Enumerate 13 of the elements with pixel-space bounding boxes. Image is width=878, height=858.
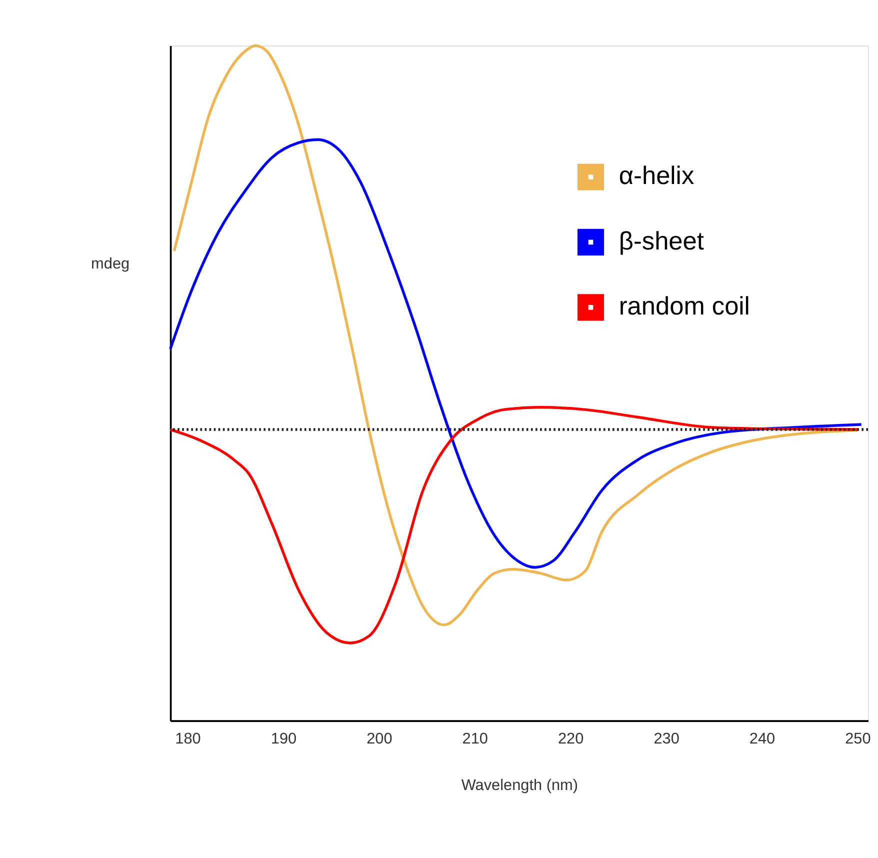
x-tick-label: 200 [366,730,392,748]
x-tick-label: 250 [845,730,871,748]
x-tick-label: 230 [654,730,680,748]
legend-label: α-helix [618,162,694,190]
x-tick-label: 220 [558,730,584,748]
x-tick-label: 240 [749,730,776,748]
x-tick-label: 210 [462,730,488,748]
y-axis-title: mdeg [91,256,130,273]
x-tick-label: 190 [270,730,297,748]
x-tick-label: 180 [175,730,201,748]
x-axis-title: Wavelength (nm) [461,776,578,794]
legend-label: random coil [618,292,750,321]
legend-label: β-sheet [618,227,704,256]
